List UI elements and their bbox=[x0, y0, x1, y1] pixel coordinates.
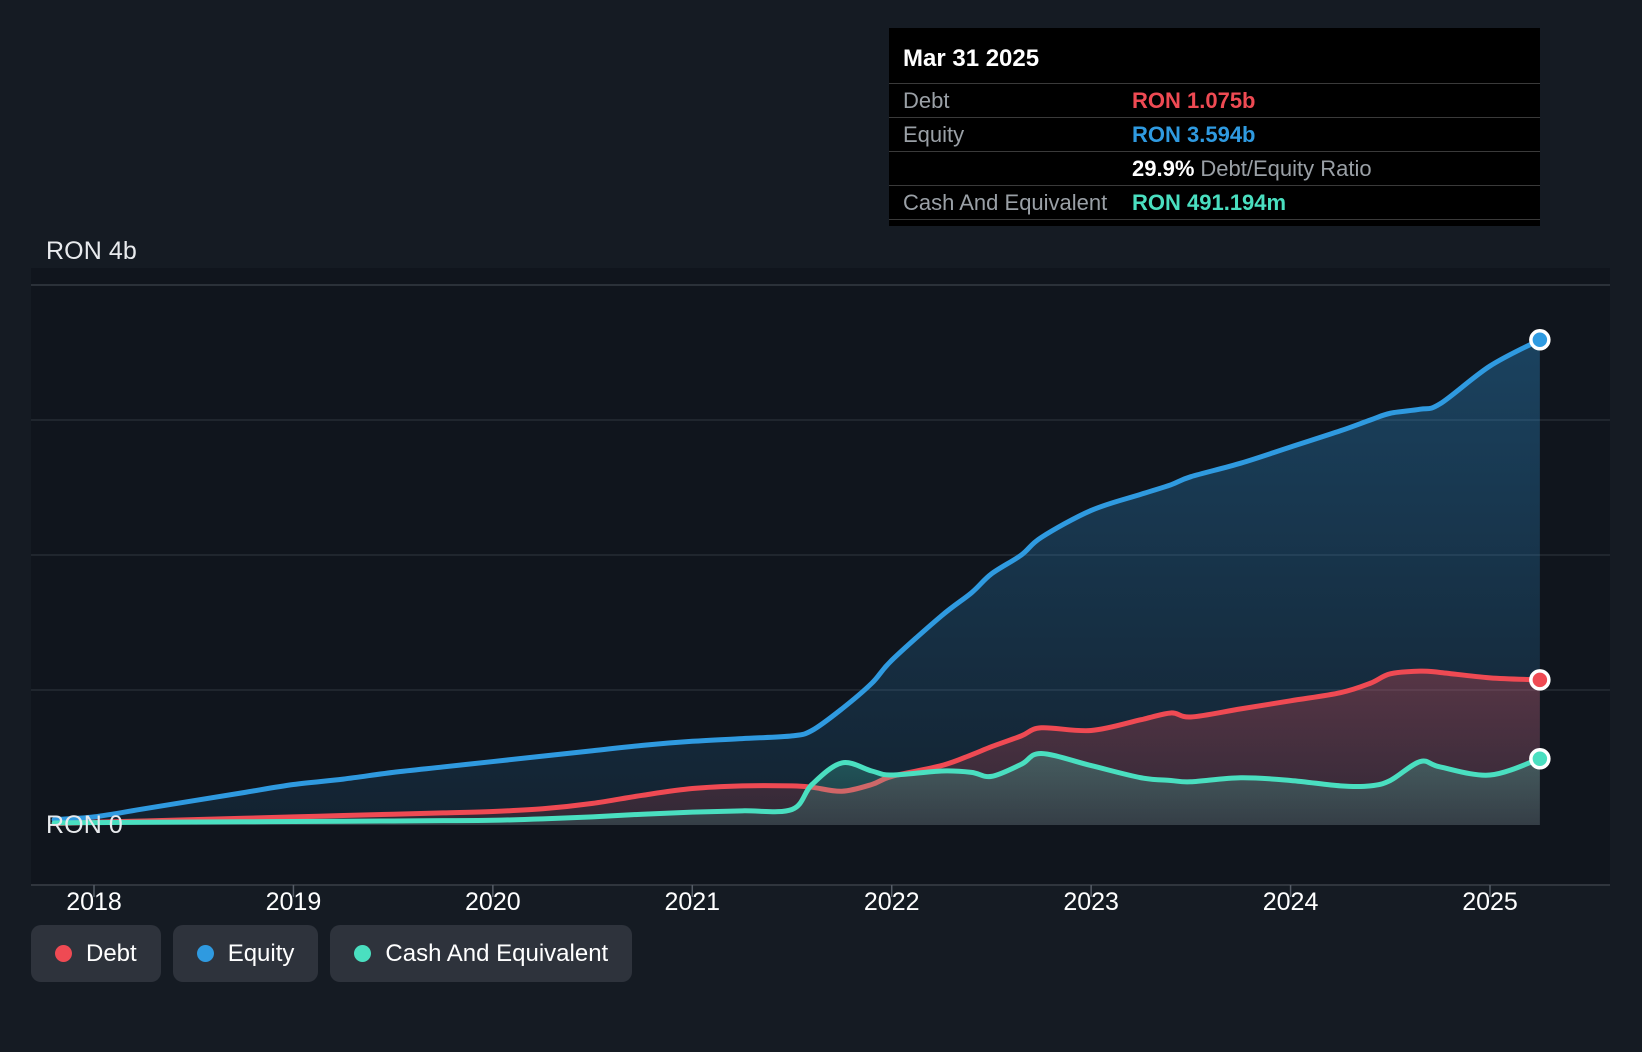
chart-legend: Debt Equity Cash And Equivalent bbox=[31, 925, 633, 982]
series-layer bbox=[51, 337, 1543, 827]
x-axis-label-2025: 2025 bbox=[1462, 888, 1518, 916]
tooltip-ratio-label: Debt/Equity Ratio bbox=[1200, 155, 1372, 181]
x-axis-label-2022: 2022 bbox=[863, 888, 920, 916]
tooltip-row-value: RON 491.194m bbox=[1132, 189, 1287, 215]
series-line-equity bbox=[51, 337, 1543, 823]
legend-item-cash-and-equivalent[interactable]: Cash And Equivalent bbox=[330, 925, 633, 982]
tooltip-row-value: RON 3.594b bbox=[1132, 121, 1256, 147]
legend-color-dot-icon bbox=[354, 945, 372, 962]
series-endpoint-markers bbox=[1529, 329, 1551, 770]
tooltip-rows: Debt RON 1.075b Equity RON 3.594b 29.9% Debt/… bbox=[889, 83, 1540, 220]
endpoint-marker-cash-and-equivalent bbox=[1529, 747, 1551, 770]
x-axis-label-2024: 2024 bbox=[1262, 888, 1319, 916]
tooltip-row-key: Equity bbox=[903, 121, 965, 147]
tooltip-date: Mar 31 2025 bbox=[903, 45, 1040, 72]
tooltip-row: Equity RON 3.594b bbox=[889, 117, 1540, 151]
tooltip-row: 29.9% Debt/Equity Ratio bbox=[889, 151, 1540, 185]
gridlines bbox=[31, 284, 1610, 691]
x-axis-label-2018: 2018 bbox=[66, 888, 122, 916]
x-axis-label-2019: 2019 bbox=[265, 888, 322, 916]
x-axis-label-2021: 2021 bbox=[664, 888, 721, 916]
endpoint-marker-debt bbox=[1529, 669, 1551, 691]
endpoint-marker-equity bbox=[1529, 329, 1551, 351]
series-area-equity bbox=[54, 339, 1540, 825]
series-area-cash-and-equivalent bbox=[54, 753, 1540, 825]
legend-item-label: Debt bbox=[86, 939, 137, 967]
legend-item-label: Equity bbox=[227, 939, 295, 967]
legend-item-label: Cash And Equivalent bbox=[385, 939, 609, 967]
tooltip-row: Debt RON 1.075b bbox=[889, 83, 1540, 117]
legend-color-dot-icon bbox=[196, 945, 214, 962]
series-line-cash-and-equivalent bbox=[51, 750, 1543, 826]
chart-tooltip: Mar 31 2025 Debt RON 1.075b Equity RON 3.59… bbox=[889, 28, 1540, 226]
tooltip-row-value: RON 1.075b bbox=[1132, 87, 1256, 113]
tooltip-row-key: Cash And Equivalent bbox=[903, 189, 1108, 215]
tooltip-row: Cash And Equivalent RON 491.194m bbox=[889, 185, 1540, 220]
tooltip-ratio-value: 29.9% bbox=[1132, 155, 1195, 181]
tooltip-row-key: Debt bbox=[903, 87, 950, 113]
legend-item-debt[interactable]: Debt bbox=[31, 925, 161, 982]
legend-item-equity[interactable]: Equity bbox=[172, 925, 319, 982]
x-axis-label-2020: 2020 bbox=[465, 888, 521, 916]
x-axis-ticks bbox=[93, 885, 1491, 897]
x-axis-label-2023: 2023 bbox=[1063, 888, 1119, 916]
legend-color-dot-icon bbox=[55, 945, 72, 962]
